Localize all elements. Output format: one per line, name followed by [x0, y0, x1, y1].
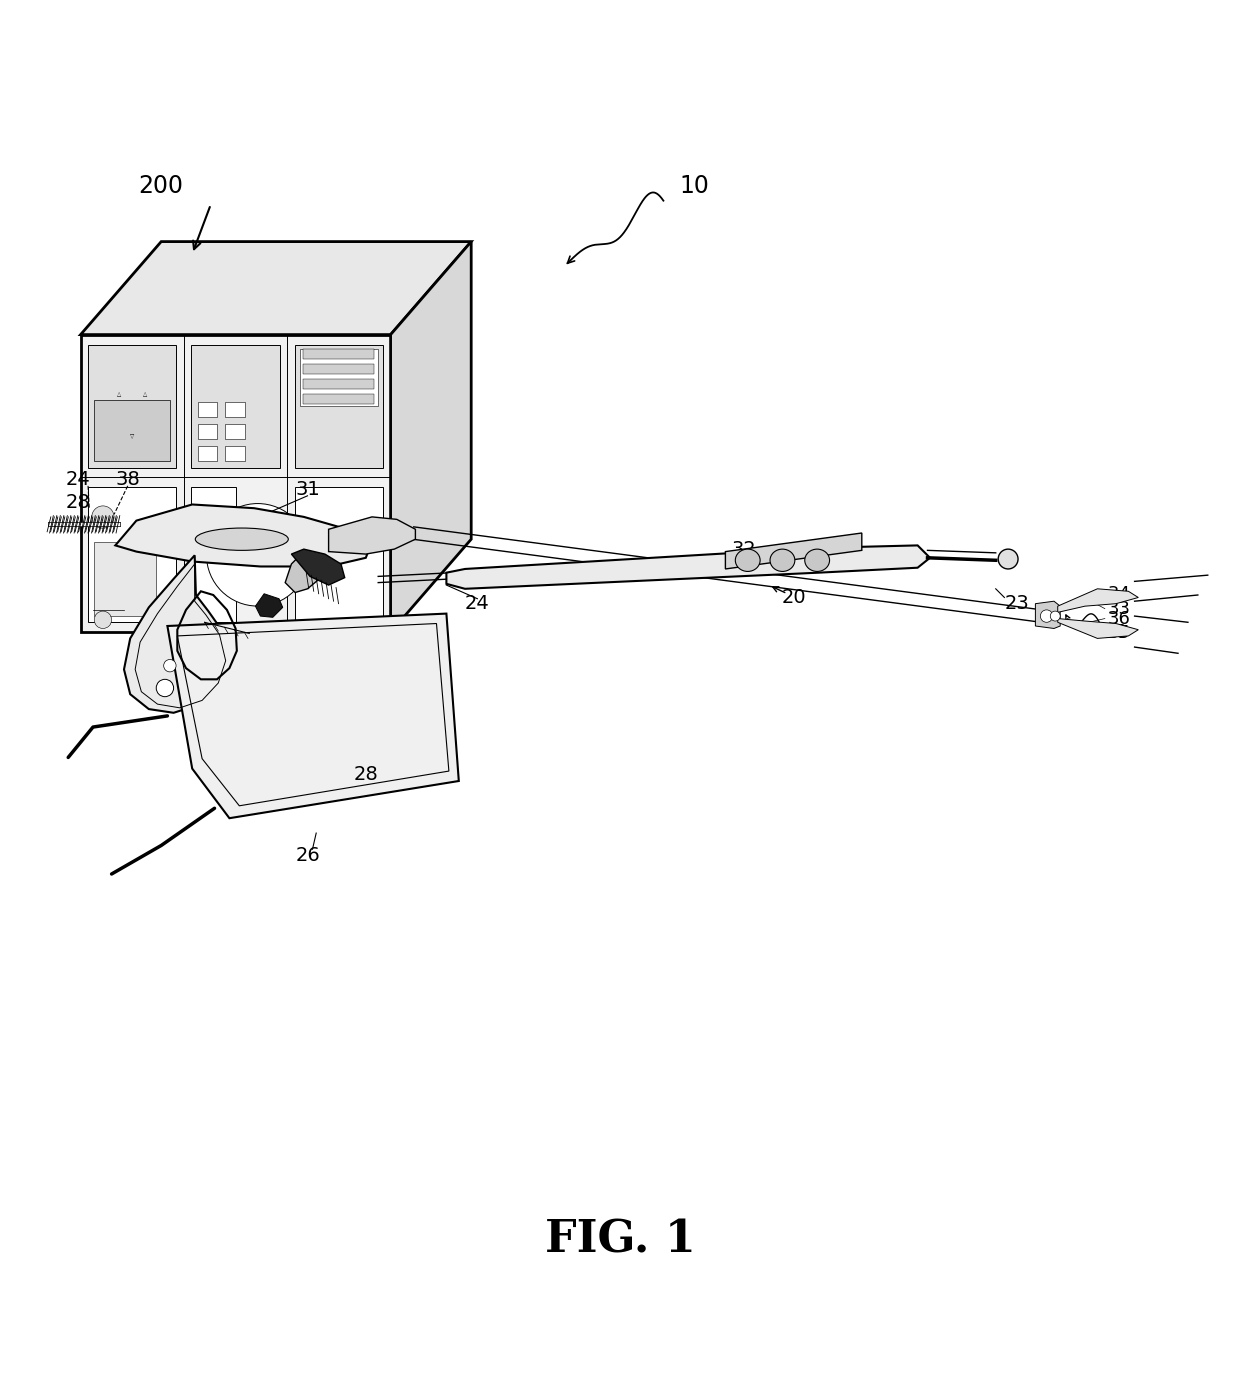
Circle shape — [1040, 610, 1053, 622]
Polygon shape — [285, 552, 322, 593]
Text: 26: 26 — [295, 846, 320, 866]
Text: 23: 23 — [1004, 594, 1029, 614]
Polygon shape — [81, 334, 391, 632]
Polygon shape — [300, 350, 378, 406]
Text: 20: 20 — [781, 588, 806, 607]
Text: 33: 33 — [1107, 600, 1131, 618]
Text: 38: 38 — [115, 471, 140, 490]
Polygon shape — [295, 344, 383, 468]
Polygon shape — [304, 363, 374, 374]
Circle shape — [94, 611, 112, 629]
Ellipse shape — [735, 549, 760, 571]
Text: 30: 30 — [1104, 623, 1128, 641]
Circle shape — [92, 506, 114, 528]
Polygon shape — [124, 556, 229, 713]
Polygon shape — [197, 424, 217, 439]
Text: △: △ — [117, 391, 122, 396]
Polygon shape — [304, 378, 374, 388]
Polygon shape — [1058, 589, 1138, 612]
Text: 35: 35 — [1107, 625, 1131, 643]
Polygon shape — [224, 424, 244, 439]
Polygon shape — [291, 549, 345, 585]
Polygon shape — [224, 402, 244, 417]
Text: 200: 200 — [139, 173, 184, 198]
Circle shape — [998, 549, 1018, 568]
Text: 28: 28 — [66, 493, 91, 512]
Ellipse shape — [196, 528, 288, 550]
Text: ▽: ▽ — [130, 435, 134, 439]
Polygon shape — [1035, 601, 1060, 629]
Polygon shape — [329, 517, 415, 555]
Polygon shape — [295, 487, 383, 622]
Ellipse shape — [805, 549, 830, 571]
Circle shape — [206, 504, 309, 605]
Polygon shape — [304, 350, 374, 359]
Polygon shape — [446, 545, 930, 589]
Polygon shape — [94, 400, 170, 461]
Polygon shape — [94, 542, 156, 616]
Circle shape — [1050, 611, 1060, 621]
Polygon shape — [304, 394, 374, 403]
Polygon shape — [725, 533, 862, 568]
Text: FIG. 1: FIG. 1 — [544, 1218, 696, 1262]
Polygon shape — [81, 242, 471, 334]
Polygon shape — [255, 594, 283, 618]
Text: 31: 31 — [295, 480, 320, 499]
Text: 36: 36 — [1107, 610, 1130, 627]
Text: △: △ — [144, 391, 148, 396]
Text: 28: 28 — [353, 765, 378, 784]
Text: 34: 34 — [1107, 585, 1131, 603]
Polygon shape — [191, 487, 236, 622]
Polygon shape — [197, 446, 217, 461]
Polygon shape — [167, 614, 459, 819]
Polygon shape — [197, 402, 217, 417]
Text: 10: 10 — [680, 173, 709, 198]
Polygon shape — [115, 505, 372, 567]
Polygon shape — [224, 446, 244, 461]
Polygon shape — [191, 344, 280, 468]
Text: 32: 32 — [732, 539, 756, 559]
Polygon shape — [88, 344, 176, 468]
Polygon shape — [88, 487, 176, 622]
Circle shape — [156, 680, 174, 696]
Ellipse shape — [770, 549, 795, 571]
Text: 24: 24 — [465, 594, 490, 614]
Text: 24: 24 — [66, 471, 91, 490]
Polygon shape — [391, 242, 471, 632]
Circle shape — [164, 659, 176, 671]
Polygon shape — [1058, 619, 1138, 638]
